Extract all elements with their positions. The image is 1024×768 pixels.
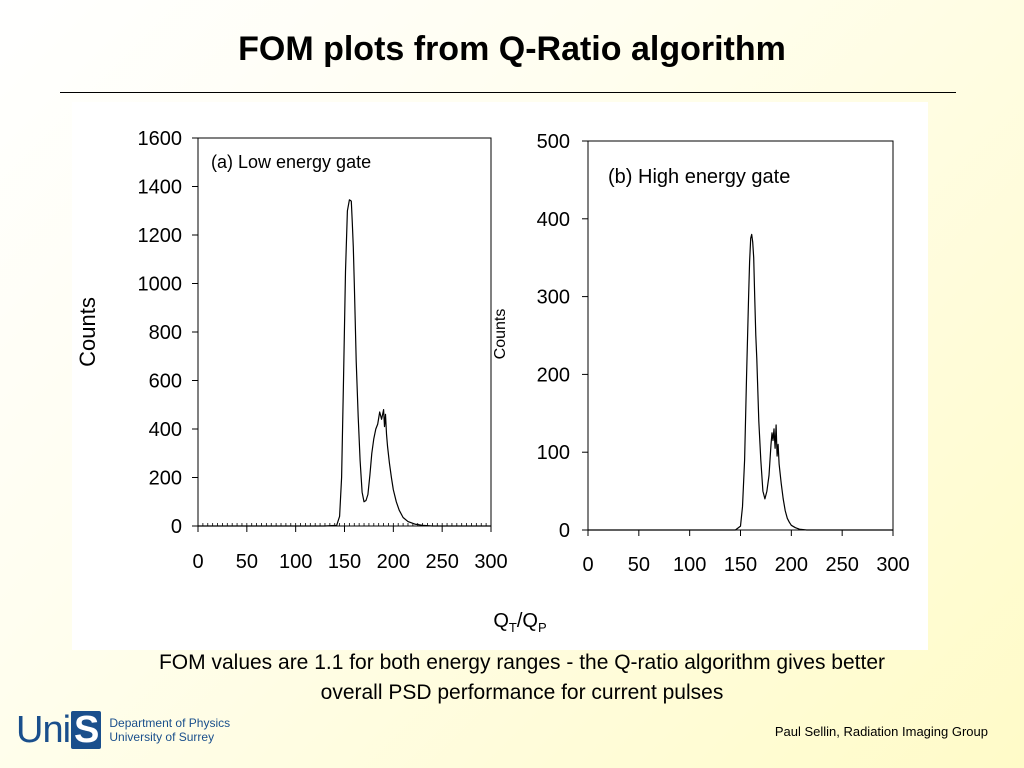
y-tick-label: 0 — [559, 520, 570, 542]
y-tick-label: 1000 — [138, 274, 183, 296]
y-tick-label: 200 — [149, 468, 182, 490]
series-line-0 — [588, 233, 893, 531]
xlabel-q: Q — [493, 610, 509, 632]
y-tick-label: 1400 — [138, 177, 183, 199]
caption-line-2: overall PSD performance for current puls… — [320, 681, 724, 704]
y-axis-label: Counts — [75, 297, 100, 367]
x-tick-label: 150 — [328, 551, 361, 573]
y-tick-label: 1200 — [138, 225, 183, 247]
footer-credit: Paul Sellin, Radiation Imaging Group — [774, 724, 988, 739]
y-tick-label: 600 — [149, 371, 182, 393]
xlabel-sep: /Q — [516, 610, 538, 632]
series-line-0 — [198, 199, 491, 527]
caption-line-1: FOM values are 1.1 for both energy range… — [158, 651, 885, 674]
x-tick-label: 100 — [673, 554, 706, 576]
xlabel-sub-t: T — [508, 620, 517, 635]
y-tick-label: 200 — [537, 364, 570, 386]
plot-frame — [587, 140, 894, 531]
y-axis-label: Counts — [492, 309, 509, 360]
x-tick-label: 0 — [582, 554, 593, 576]
x-tick-label: 250 — [825, 554, 858, 576]
chart-high-energy: 0 100 200 300 400 500 0 50 100 150 200 250 300 Counts… — [492, 131, 910, 576]
logo-word-uni: Uni — [16, 709, 71, 751]
x-tick-label: 250 — [425, 551, 458, 573]
y-tick-label: 500 — [537, 131, 570, 153]
y-tick-label: 100 — [537, 442, 570, 464]
logo-mark-s: S — [71, 711, 102, 749]
x-tick-label: 0 — [192, 551, 203, 573]
chart-low-energy: 0 200 400 600 800 1000 1200 1400 1600 0 50 100 150 20… — [75, 128, 508, 573]
y-tick-label: 1600 — [138, 128, 183, 150]
figure-panel — [72, 102, 928, 650]
y-tick-label: 300 — [537, 287, 570, 309]
university-logo: Uni S Department of Physics University of… — [16, 710, 230, 750]
title-divider — [60, 92, 956, 93]
x-tick-label: 150 — [724, 554, 757, 576]
logo-line-2: University of Surrey — [109, 730, 215, 744]
y-tick-label: 0 — [171, 516, 182, 538]
x-tick-label: 200 — [377, 551, 410, 573]
caption: FOM values are 1.1 for both energy range… — [40, 648, 1004, 708]
x-tick-label: 50 — [628, 554, 650, 576]
x-tick-label: 50 — [236, 551, 258, 573]
x-tick-label: 100 — [279, 551, 312, 573]
x-tick-label: 300 — [876, 554, 909, 576]
logo-department-text: Department of Physics University of Surr… — [109, 716, 230, 744]
y-tick-label: 400 — [537, 209, 570, 231]
logo-line-1: Department of Physics — [109, 716, 231, 730]
x-tick-label: 300 — [474, 551, 507, 573]
x-tick-label: 200 — [775, 554, 808, 576]
panel-annotation: (a) Low energy gate — [211, 152, 371, 172]
y-tick-label: 400 — [149, 419, 182, 441]
logo-wordmark: Uni S — [16, 709, 102, 751]
shared-x-axis-label: QT/QP — [0, 610, 1024, 635]
xlabel-sub-p: P — [537, 620, 547, 635]
panel-annotation: (b) High energy gate — [608, 166, 790, 188]
slide-title: FOM plots from Q-Ratio algorithm — [238, 30, 786, 68]
y-tick-label: 800 — [149, 322, 182, 344]
